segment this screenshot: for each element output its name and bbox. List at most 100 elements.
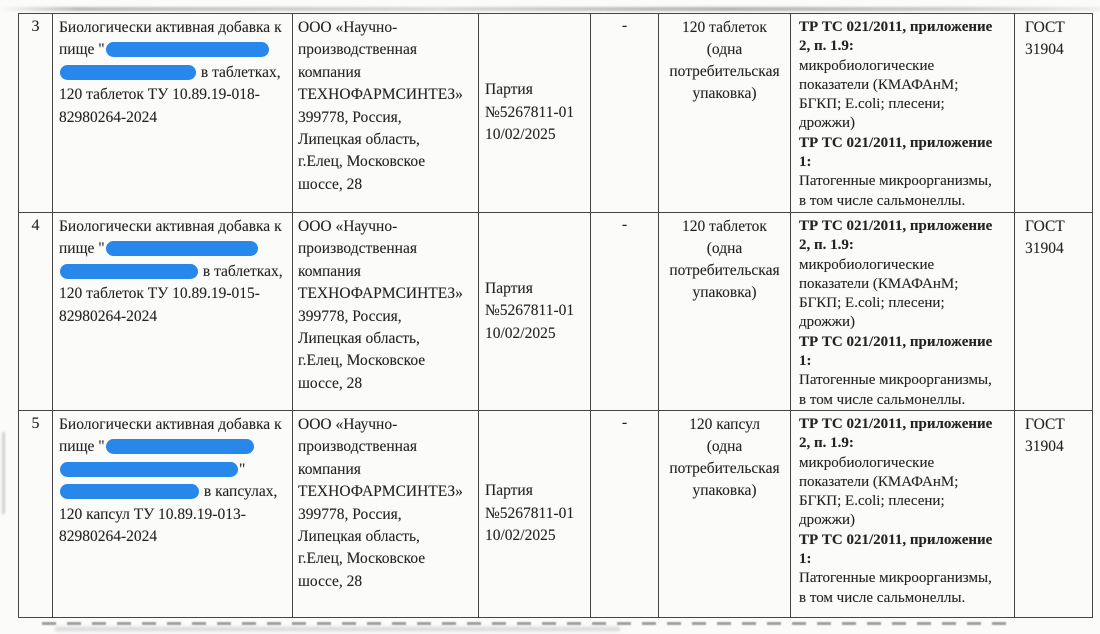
requirement-line: микробиологические <box>799 454 935 471</box>
product-cell: Биологически активная добавка к пище " " в… <box>52 410 293 618</box>
table-row: 5 Биологически активная добавка к пище " " … <box>18 410 1093 618</box>
gost-line: ГОСТ <box>1025 416 1065 433</box>
requirement-line: в том числе сальмонеллы. <box>799 192 966 209</box>
gost-line: 31904 <box>1025 240 1064 257</box>
scan-artifact-left-smudge <box>2 432 5 514</box>
redaction-bar <box>60 484 199 500</box>
requirement-line: дрожжи) <box>799 115 856 132</box>
product-line: 120 таблеток ТУ 10.89.19-018- <box>59 86 260 104</box>
scan-artifact-bottom-dashes <box>42 622 1017 625</box>
scan-artifact-top-line <box>0 7 1100 11</box>
requirement-line: 1: <box>799 551 812 568</box>
product-line: в таблетках, <box>59 62 289 84</box>
manufacturer-line: г.Елец, Московское <box>298 153 426 171</box>
quantity-cell: 120 таблеток (одна потребительская упаковка… <box>658 13 791 213</box>
requirement-line: показатели (КМАФАнМ; <box>799 275 959 292</box>
manufacturer-line: ООО «Научно- <box>298 416 398 433</box>
manufacturer-cell: ООО «Научно-производственная компания ТЕХН… <box>292 13 479 213</box>
quantity-line: (одна <box>706 240 743 257</box>
manufacturer-line: ООО «Научно- <box>298 19 398 36</box>
manufacturer-line: шоссе, 28 <box>298 572 363 590</box>
redaction-bar <box>105 241 258 257</box>
row-number-cell: 4 <box>18 212 53 411</box>
batch-line: 10/02/2025 <box>485 527 556 545</box>
quantity-cell: 120 капсул (одна потребительская упаковка) <box>658 410 791 618</box>
requirement-line: Патогенные микроорганизмы, <box>799 173 992 190</box>
quantity-line: (одна <box>706 438 743 455</box>
quantity-line: потребительская <box>669 460 780 477</box>
manufacturer-line: г.Елец, Московское <box>298 352 426 370</box>
manufacturer-line: 399778, Россия, <box>298 307 402 325</box>
manufacturer-line: ТЕХНОФАРМСИНТЕЗ» <box>298 285 463 303</box>
scan-artifact-bottom-smudge <box>55 627 620 631</box>
product-line: 82980264-2024 <box>59 307 158 325</box>
redaction-bar <box>60 263 198 279</box>
requirement-line: 1: <box>799 154 812 171</box>
product-line: Биологически активная добавка к <box>59 218 282 235</box>
requirement-line: ТР ТС 021/2011, приложение <box>799 134 993 151</box>
requirements-cell: ТР ТС 021/2011, приложение 2, п. 1.9: микр… <box>790 13 1015 213</box>
manufacturer-line: ООО «Научно- <box>298 218 398 235</box>
requirement-line: БГКП; E.coli; плесени; <box>799 295 945 312</box>
manufacturer-line: производственная <box>298 240 417 258</box>
batch-line: №5267811-01 <box>485 302 575 320</box>
gost-line: ГОСТ <box>1025 19 1065 36</box>
dash-cell: - <box>590 410 659 618</box>
product-line: 82980264-2024 <box>59 528 158 546</box>
requirement-line: в том числе сальмонеллы. <box>799 391 966 408</box>
requirement-line: 1: <box>799 353 812 370</box>
manufacturer-line: Липецкая область, <box>298 528 420 546</box>
product-line-text: пище " <box>59 240 105 258</box>
requirement-line: 2, п. 1.9: <box>799 237 854 254</box>
row-number-cell: 5 <box>18 410 53 618</box>
manufacturer-line: шоссе, 28 <box>298 175 363 193</box>
manufacturer-line: шоссе, 28 <box>298 374 363 392</box>
requirement-line: микробиологические <box>799 57 935 74</box>
requirement-line: ТР ТС 021/2011, приложение <box>799 333 993 350</box>
batch-line: Партия <box>485 81 533 99</box>
batch-cell: Партия №5267811-01 10/02/2025 <box>478 212 591 411</box>
quantity-line: упаковка) <box>692 482 757 499</box>
manufacturer-line: производственная <box>298 438 417 456</box>
requirement-line: ТР ТС 021/2011, приложение <box>799 531 993 548</box>
requirement-line: показатели (КМАФАнМ; <box>799 473 959 490</box>
product-line-text: в таблетках, <box>197 63 281 81</box>
quantity-line: 120 таблеток <box>682 218 767 235</box>
requirement-line: Патогенные микроорганизмы, <box>799 372 992 389</box>
batch-line: 10/02/2025 <box>485 324 556 342</box>
batch-line: №5267811-01 <box>485 504 575 522</box>
product-line: пище " <box>59 238 289 260</box>
redaction-bar <box>105 439 254 455</box>
product-line: пище " <box>59 39 289 61</box>
redaction-bar <box>60 461 238 477</box>
table-row: 4 Биологически активная добавка к пище " в… <box>18 212 1093 411</box>
manufacturer-line: г.Елец, Московское <box>298 550 426 568</box>
product-cell: Биологически активная добавка к пище " в … <box>52 13 293 213</box>
dash-cell: - <box>590 13 659 213</box>
requirements-cell: ТР ТС 021/2011, приложение 2, п. 1.9: микр… <box>790 410 1015 618</box>
certificate-table: 3 Биологически активная добавка к пище " в… <box>18 13 1093 618</box>
manufacturer-line: ТЕХНОФАРМСИНТЕЗ» <box>298 483 463 501</box>
product-line: " <box>59 459 289 481</box>
requirement-line: 2, п. 1.9: <box>799 435 854 452</box>
manufacturer-line: компания <box>298 460 361 478</box>
manufacturer-line: компания <box>298 63 361 81</box>
redaction-bar <box>105 42 269 58</box>
requirement-line: Патогенные микроорганизмы, <box>799 570 992 587</box>
product-line-text: " <box>239 460 246 478</box>
quantity-line: упаковка) <box>692 284 757 301</box>
product-line-text: пище " <box>59 41 105 59</box>
manufacturer-line: 399778, Россия, <box>298 108 402 126</box>
manufacturer-line: 399778, Россия, <box>298 505 402 523</box>
requirement-line: ТР ТС 021/2011, приложение <box>799 19 993 35</box>
product-cell: Биологически активная добавка к пище " в … <box>52 212 293 411</box>
product-line: в капсулах, <box>59 481 289 503</box>
product-line: 120 таблеток ТУ 10.89.19-015- <box>59 285 260 303</box>
requirement-line: дрожжи) <box>799 314 856 331</box>
batch-line: №5267811-01 <box>485 103 575 121</box>
certificate-table-body: 3 Биологически активная добавка к пище " в… <box>18 13 1093 618</box>
batch-line: 10/02/2025 <box>485 126 556 144</box>
quantity-cell: 120 таблеток (одна потребительская упаковка… <box>658 212 791 411</box>
quantity-line: упаковка) <box>692 85 757 102</box>
